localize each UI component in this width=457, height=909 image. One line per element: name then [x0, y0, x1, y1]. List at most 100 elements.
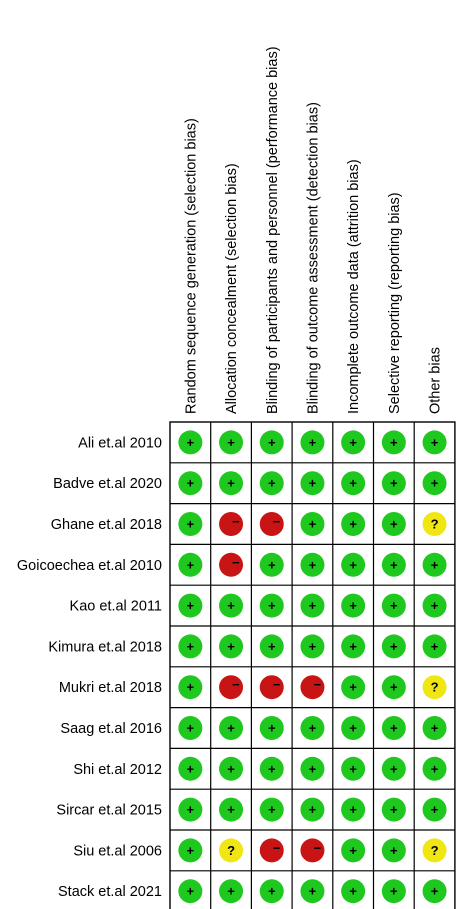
rating-symbol: ?: [431, 843, 439, 858]
rating-circle: [381, 471, 406, 496]
rating-low-marker: +: [219, 471, 244, 496]
rating-circle: [178, 593, 203, 618]
rating-circle: [219, 797, 244, 822]
rating-low-marker: +: [422, 471, 447, 496]
rating-circle: [300, 838, 325, 863]
rating-symbol: −: [232, 555, 240, 570]
rating-circle: [178, 552, 203, 577]
rating-symbol: +: [268, 884, 276, 899]
study-label: Stack et.al 2021: [58, 884, 162, 900]
rating-circle: [422, 756, 447, 781]
rating-circle: [259, 675, 284, 700]
rating-low-marker: +: [422, 634, 447, 659]
rating-circle: [422, 838, 447, 863]
study-label: Siu et.al 2006: [73, 843, 162, 859]
rating-low-marker: +: [300, 756, 325, 781]
rating-circle: [422, 593, 447, 618]
rating-low-marker: +: [178, 797, 203, 822]
rating-circle: [422, 879, 447, 904]
rating-circle: [219, 675, 244, 700]
study-label: Saag et.al 2016: [60, 721, 162, 737]
rating-symbol: +: [431, 435, 439, 450]
rating-symbol: +: [268, 435, 276, 450]
rating-unclear-marker: ?: [422, 838, 447, 863]
rating-circle: [422, 797, 447, 822]
rating-low-marker: +: [381, 756, 406, 781]
rating-symbol: +: [431, 476, 439, 491]
rating-circle: [341, 471, 366, 496]
rating-low-marker: +: [219, 879, 244, 904]
rating-circle: [219, 838, 244, 863]
rating-symbol: +: [187, 557, 195, 572]
domain-label: Blinding of participants and personnel (…: [265, 46, 281, 414]
rating-low-marker: +: [341, 675, 366, 700]
rating-circle: [259, 716, 284, 740]
rating-circle: [300, 552, 325, 577]
rating-high-marker: −: [219, 552, 244, 577]
rating-low-marker: +: [219, 634, 244, 659]
rating-low-marker: +: [178, 879, 203, 904]
rating-symbol: +: [309, 802, 317, 817]
study-label: Badve et.al 2020: [53, 476, 162, 492]
rating-symbol: +: [309, 721, 317, 736]
rating-circle: [341, 675, 366, 700]
rating-symbol: +: [431, 802, 439, 817]
rating-low-marker: +: [300, 634, 325, 659]
rating-circle: [300, 797, 325, 822]
rating-low-marker: +: [381, 552, 406, 577]
rating-circle: [381, 675, 406, 700]
rating-circle: [178, 756, 203, 781]
rating-symbol: +: [390, 557, 398, 572]
study-label: Ghane et.al 2018: [51, 517, 162, 533]
rating-low-marker: +: [259, 430, 284, 455]
domain-label: Random sequence generation (selection bi…: [183, 118, 199, 414]
rating-circle: [300, 634, 325, 659]
study-label: Sircar et.al 2015: [56, 803, 162, 819]
rating-low-marker: +: [259, 471, 284, 496]
rating-low-marker: +: [381, 879, 406, 904]
rating-low-marker: +: [381, 838, 406, 863]
rating-symbol: +: [349, 517, 357, 532]
rating-symbol: −: [313, 677, 321, 692]
rating-symbol: +: [227, 639, 235, 654]
rating-high-marker: −: [259, 838, 284, 863]
rating-circle: [259, 797, 284, 822]
rating-circle: [341, 797, 366, 822]
rating-low-marker: +: [300, 512, 325, 536]
rating-circle: [341, 552, 366, 577]
rating-symbol: +: [431, 639, 439, 654]
rating-circle: [422, 634, 447, 659]
domain-label: Other bias: [428, 347, 444, 414]
rating-low-marker: +: [341, 512, 366, 536]
rating-circle: [381, 593, 406, 618]
rating-circle: [178, 430, 203, 455]
rating-symbol: ?: [431, 517, 439, 532]
rating-unclear-marker: ?: [422, 675, 447, 700]
rating-circle: [381, 634, 406, 659]
rating-symbol: +: [309, 435, 317, 450]
rating-symbol: −: [273, 840, 281, 855]
rating-symbol: +: [309, 884, 317, 899]
rating-symbol: −: [313, 840, 321, 855]
rating-symbol: +: [268, 639, 276, 654]
rating-circle: [219, 879, 244, 904]
rating-low-marker: +: [178, 593, 203, 618]
rating-low-marker: +: [300, 430, 325, 455]
rating-circle: [422, 552, 447, 577]
rating-low-marker: +: [219, 716, 244, 740]
rating-symbol: +: [187, 721, 195, 736]
rating-symbol: +: [227, 802, 235, 817]
rating-symbol: ?: [431, 680, 439, 695]
rating-low-marker: +: [381, 512, 406, 536]
rating-circle: [300, 471, 325, 496]
rating-circle: [381, 756, 406, 781]
rating-low-marker: +: [341, 838, 366, 863]
rating-symbol: +: [268, 476, 276, 491]
rating-circle: [381, 879, 406, 904]
rating-circle: [300, 512, 325, 536]
study-label: Goicoechea et.al 2010: [17, 558, 162, 574]
rating-symbol: +: [187, 476, 195, 491]
rating-circle: [219, 471, 244, 496]
rating-circle: [341, 593, 366, 618]
rating-symbol: +: [309, 598, 317, 613]
